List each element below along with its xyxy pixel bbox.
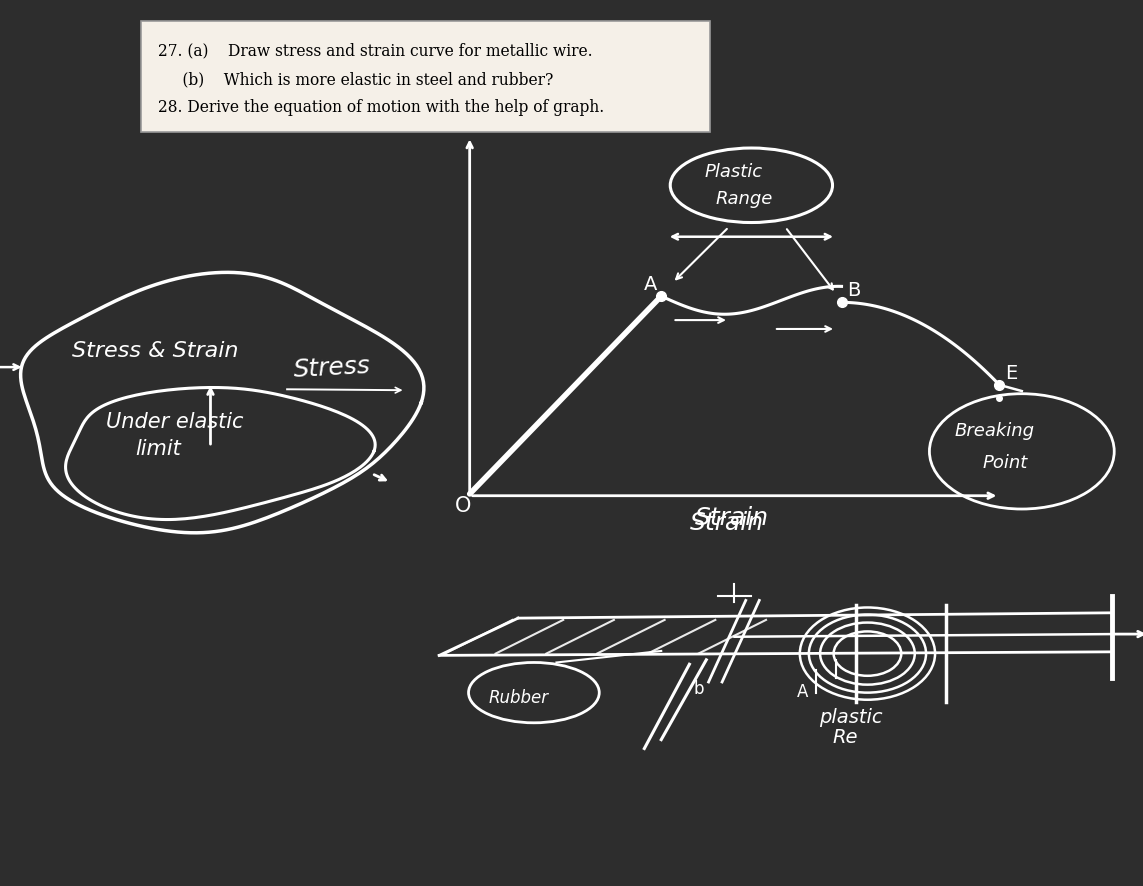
Text: Plastic: Plastic	[704, 163, 762, 182]
Text: A: A	[797, 682, 808, 701]
Text: B: B	[847, 281, 861, 300]
Text: Range: Range	[716, 190, 773, 208]
Text: Re: Re	[832, 727, 858, 747]
Text: 27. (a)    Draw stress and strain curve for metallic wire.: 27. (a) Draw stress and strain curve for…	[158, 43, 592, 59]
Text: Stress: Stress	[293, 354, 371, 382]
Text: Strain: Strain	[689, 510, 764, 534]
Text: E: E	[1005, 363, 1017, 383]
Text: A: A	[645, 275, 657, 294]
Text: b: b	[694, 679, 704, 697]
Text: Stress & Strain: Stress & Strain	[72, 340, 239, 361]
Text: plastic: plastic	[820, 707, 882, 727]
Text: Rubber: Rubber	[489, 688, 549, 706]
Text: (b)    Which is more elastic in steel and rubber?: (b) Which is more elastic in steel and r…	[158, 71, 553, 88]
Text: limit: limit	[135, 439, 181, 459]
Text: O: O	[455, 495, 471, 516]
Text: Strain: Strain	[695, 506, 769, 530]
Text: 28. Derive the equation of motion with the help of graph.: 28. Derive the equation of motion with t…	[158, 99, 604, 116]
Text: Point: Point	[982, 454, 1028, 472]
FancyBboxPatch shape	[141, 22, 710, 133]
Text: Breaking: Breaking	[954, 422, 1034, 440]
Text: Under elastic: Under elastic	[105, 412, 243, 432]
